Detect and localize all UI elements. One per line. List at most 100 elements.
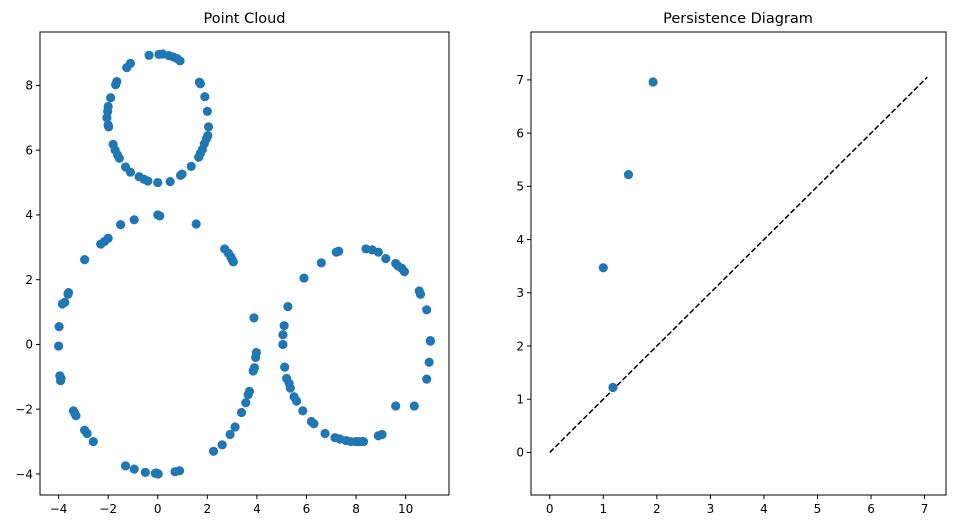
y-tick-label: 1 xyxy=(516,393,524,407)
persistence-diagram-plot: Persistence Diagram 0 1 2 3 4 5 6 7 0 1 2 3 4 5 6 7 xyxy=(516,11,947,516)
point-cloud-point xyxy=(217,440,227,450)
x-tick-label: 2 xyxy=(203,502,211,516)
point-cloud-point xyxy=(96,239,106,249)
x-tick-label: 8 xyxy=(352,502,360,516)
point-cloud-point xyxy=(129,215,139,225)
point-cloud-x-axis: −4 −2 0 2 4 6 8 10 xyxy=(50,495,413,516)
point-cloud-point xyxy=(143,176,153,186)
persistence-markers xyxy=(598,77,658,393)
point-cloud-point xyxy=(283,301,293,312)
point-cloud-point xyxy=(54,322,64,332)
point-cloud-point xyxy=(358,436,369,447)
point-cloud-point xyxy=(228,257,238,267)
point-cloud-point xyxy=(425,335,436,346)
x-tick-label: −4 xyxy=(50,502,68,516)
x-tick-label: 3 xyxy=(707,502,715,516)
x-tick-label: 1 xyxy=(599,502,607,516)
point-cloud-point xyxy=(129,464,139,474)
point-cloud-point xyxy=(88,436,98,447)
point-cloud-point xyxy=(80,255,90,265)
x-tick-label: 7 xyxy=(921,502,929,516)
y-tick-label: 8 xyxy=(25,79,33,93)
x-tick-label: 0 xyxy=(546,502,554,516)
point-cloud-point xyxy=(82,428,92,439)
point-cloud-point xyxy=(120,461,131,471)
point-cloud-point xyxy=(249,363,260,373)
point-cloud-point xyxy=(140,467,150,477)
y-tick-label: 0 xyxy=(516,446,524,460)
point-cloud-point xyxy=(115,220,126,230)
point-cloud-point xyxy=(203,131,213,141)
y-tick-label: −2 xyxy=(15,402,33,416)
point-cloud-point xyxy=(241,398,251,408)
x-tick-label: 2 xyxy=(653,502,661,516)
point-cloud-point xyxy=(316,258,326,268)
y-tick-label: 6 xyxy=(25,143,33,157)
point-cloud-point xyxy=(225,429,235,440)
point-cloud-point xyxy=(106,93,116,103)
point-cloud-point xyxy=(320,428,330,439)
point-cloud-point xyxy=(280,362,290,372)
point-cloud-point xyxy=(251,347,261,358)
x-tick-label: 0 xyxy=(154,502,162,516)
x-tick-label: 4 xyxy=(760,502,768,516)
point-cloud-plot: Point Cloud −4 −2 0 2 4 6 8 10 −4 −2 0 2 4 6 8 xyxy=(15,11,450,516)
persistence-point xyxy=(648,77,658,87)
point-cloud-point xyxy=(230,422,240,432)
point-cloud-point xyxy=(122,63,132,73)
point-cloud-point xyxy=(111,80,121,90)
point-cloud-point xyxy=(53,341,64,351)
point-cloud-point xyxy=(102,113,112,123)
y-tick-label: 0 xyxy=(25,338,33,352)
y-tick-label: 4 xyxy=(25,208,33,222)
persistence-diagram-title: Persistence Diagram xyxy=(663,11,813,27)
point-cloud-frame xyxy=(39,31,450,496)
point-cloud-point xyxy=(57,299,67,309)
point-cloud-point xyxy=(298,406,308,416)
persistence-point xyxy=(608,382,618,393)
x-tick-label: 6 xyxy=(303,502,311,516)
point-cloud-point xyxy=(174,466,185,476)
point-cloud-point xyxy=(177,169,187,179)
persistence-y-axis: 0 1 2 3 4 5 6 7 xyxy=(516,73,531,460)
point-cloud-point xyxy=(409,401,419,411)
point-cloud-point xyxy=(244,386,255,396)
point-cloud-point xyxy=(203,122,214,132)
point-cloud-point xyxy=(155,211,165,221)
point-cloud-point xyxy=(291,396,302,406)
point-cloud-point xyxy=(154,49,164,59)
point-cloud-point xyxy=(104,122,114,132)
y-tick-label: 2 xyxy=(516,339,524,353)
point-cloud-point xyxy=(144,50,154,60)
persistence-x-axis: 0 1 2 3 4 5 6 7 xyxy=(546,495,928,516)
point-cloud-point xyxy=(361,244,371,254)
point-cloud-point xyxy=(202,106,212,116)
persistence-point xyxy=(623,170,634,180)
point-cloud-point xyxy=(200,92,210,102)
x-tick-label: 10 xyxy=(398,502,413,516)
point-cloud-point xyxy=(165,176,175,187)
point-cloud-point xyxy=(422,374,432,384)
point-cloud-point xyxy=(191,219,201,229)
x-tick-label: 6 xyxy=(867,502,875,516)
point-cloud-point xyxy=(424,357,434,367)
x-tick-label: −2 xyxy=(99,502,117,516)
point-cloud-point xyxy=(194,77,204,87)
point-cloud-point xyxy=(299,273,309,283)
point-cloud-point xyxy=(249,313,259,323)
point-cloud-point xyxy=(114,153,124,163)
point-cloud-point xyxy=(422,305,432,315)
point-cloud-point xyxy=(151,468,162,478)
point-cloud-point xyxy=(71,411,81,421)
point-cloud-point xyxy=(285,383,295,393)
x-tick-label: 4 xyxy=(253,502,261,516)
point-cloud-point xyxy=(153,177,163,188)
point-cloud-markers xyxy=(53,49,436,479)
point-cloud-point xyxy=(63,289,73,299)
point-cloud-point xyxy=(175,56,185,66)
point-cloud-point xyxy=(208,446,219,456)
point-cloud-point xyxy=(381,254,391,264)
point-cloud-point xyxy=(391,401,401,411)
y-tick-label: 3 xyxy=(516,286,524,300)
